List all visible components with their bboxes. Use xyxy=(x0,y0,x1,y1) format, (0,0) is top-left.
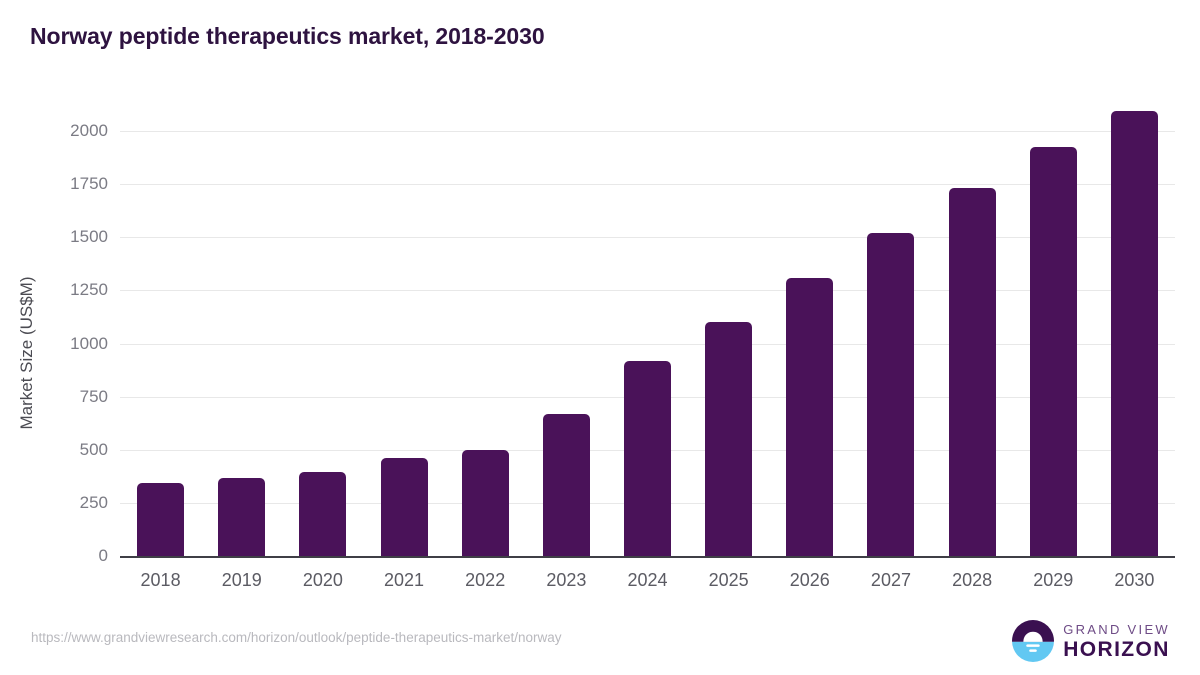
x-tick-label: 2030 xyxy=(1114,570,1155,590)
y-tick-label: 1000 xyxy=(70,333,108,353)
y-tick-label: 1750 xyxy=(70,174,108,194)
y-tick-label: 0 xyxy=(98,546,108,565)
x-tick-label: 2021 xyxy=(384,570,425,590)
y-tick-label: 750 xyxy=(79,386,108,406)
bar[interactable] xyxy=(705,321,753,556)
bar[interactable] xyxy=(1029,146,1077,556)
x-axis-line xyxy=(120,556,1175,558)
x-tick-label: 2020 xyxy=(302,570,343,590)
x-tick-label: 2026 xyxy=(789,570,830,590)
bar[interactable] xyxy=(542,414,590,556)
bar[interactable] xyxy=(1110,110,1158,556)
x-tick-label: 2024 xyxy=(627,570,668,590)
horizon-sun-icon xyxy=(1012,620,1055,662)
gridline xyxy=(120,237,1175,239)
x-tick-label: 2023 xyxy=(546,570,587,590)
gridline xyxy=(120,290,1175,292)
y-tick-label: 500 xyxy=(79,439,108,459)
logo-wordmark: GRAND VIEW HORIZON xyxy=(1063,623,1170,660)
bar[interactable] xyxy=(786,278,834,556)
y-tick-label: 1250 xyxy=(70,280,108,300)
x-tick-label: 2028 xyxy=(952,570,993,590)
bar[interactable] xyxy=(624,360,671,556)
source-url[interactable]: https://www.grandviewresearch.com/horizo… xyxy=(31,630,562,645)
y-tick-label: 2000 xyxy=(70,121,108,140)
bar[interactable] xyxy=(299,472,347,556)
y-axis-tick-labels: 0 250 500 750 1000 1250 1500 1750 2000 xyxy=(0,0,108,675)
x-tick-label: 2019 xyxy=(221,570,262,590)
x-tick-label: 2025 xyxy=(708,570,749,590)
y-tick-label: 250 xyxy=(79,492,108,512)
bar[interactable] xyxy=(461,450,509,556)
x-tick-label: 2022 xyxy=(465,570,506,590)
logo-text-horizon: HORIZON xyxy=(1063,637,1170,661)
plot-area xyxy=(120,110,1175,556)
bar[interactable] xyxy=(137,482,185,556)
grand-view-horizon-logo[interactable]: GRAND VIEW HORIZON xyxy=(1012,618,1170,664)
bar[interactable] xyxy=(867,233,915,556)
bar[interactable] xyxy=(380,458,428,556)
y-axis-title: Market Size (US$M) xyxy=(17,276,36,430)
bar[interactable] xyxy=(948,187,996,556)
x-tick-label: 2018 xyxy=(140,570,181,590)
gridline xyxy=(120,131,1175,132)
x-tick-label: 2029 xyxy=(1033,570,1074,590)
gridline xyxy=(120,184,1175,186)
bar[interactable] xyxy=(218,478,266,556)
page-title: Norway peptide therapeutics market, 2018… xyxy=(30,23,545,49)
y-tick-label: 1500 xyxy=(70,227,108,247)
gridline xyxy=(120,343,1175,345)
x-tick-label: 2027 xyxy=(870,570,911,590)
logo-text-grand-view: GRAND VIEW xyxy=(1063,621,1170,637)
